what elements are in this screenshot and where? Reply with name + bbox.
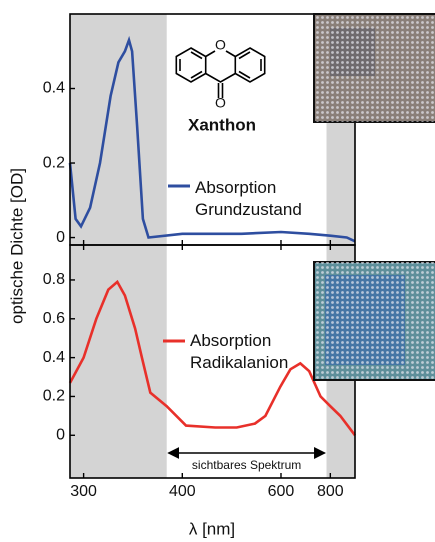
y-axis-label: optische Dichte [OD]	[7, 168, 26, 324]
molecule	[176, 48, 264, 98]
chart: 0 0.2 0.4 0 0.2 0.4 0.6 0.8 300 400 600 800 sichtbar…	[0, 0, 435, 542]
x-tick-label: 800	[317, 483, 344, 500]
figure: 0 0.2 0.4 0 0.2 0.4 0.6 0.8 300 400 600 800 sichtbar…	[0, 0, 435, 542]
legend-label: Absorption Radikalanion	[190, 330, 330, 374]
y-tick-label: 0.4	[43, 80, 65, 97]
y-tick-label: 0	[56, 427, 65, 444]
atom-label: O	[215, 37, 226, 53]
x-tick-label: 400	[169, 483, 196, 500]
x-axis-label: λ [nm]	[189, 519, 235, 538]
x-tick-label: 300	[70, 483, 97, 500]
photo	[314, 262, 435, 380]
x-tick-label: 600	[268, 483, 295, 500]
y-tick-label: 0.4	[43, 349, 65, 366]
atom-label: O	[215, 95, 226, 111]
y-tick-label: 0.2	[43, 388, 65, 405]
uv-region	[70, 245, 167, 478]
y-tick-label: 0.6	[43, 310, 65, 327]
y-tick-label: 0.8	[43, 271, 65, 288]
uv-region	[70, 14, 167, 245]
photo	[314, 14, 435, 122]
molecule-name: Xanthon	[188, 115, 256, 134]
legend-label: Absorption Grundzustand	[195, 177, 335, 221]
y-tick-label: 0.2	[43, 154, 65, 171]
visible-label: sichtbares Spektrum	[192, 458, 301, 472]
y-tick-label: 0	[56, 229, 65, 246]
